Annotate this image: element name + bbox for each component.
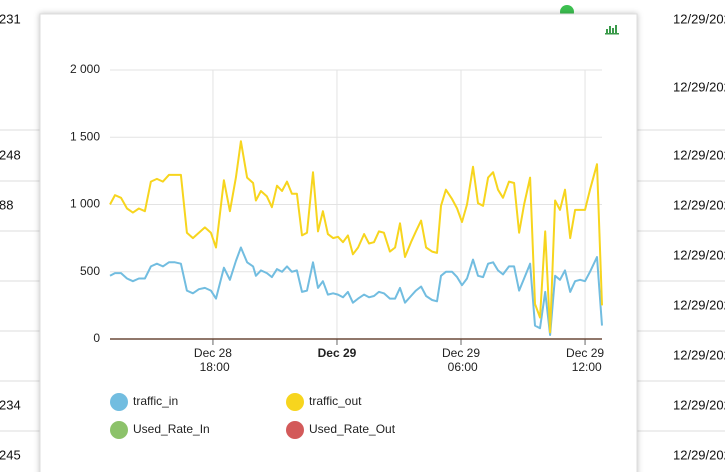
- legend-swatch: [286, 421, 304, 439]
- table-cell: 12/29/202: [673, 397, 725, 412]
- y-tick-label: 500: [80, 264, 100, 278]
- table-cell: 245: [0, 447, 21, 462]
- table-cell: 12/29/202: [673, 11, 725, 26]
- legend-label: traffic_in: [133, 394, 178, 408]
- table-cell: 12/29/202: [673, 197, 725, 212]
- table-cell: 12/29/202: [673, 297, 725, 312]
- y-tick-label: 2 000: [70, 62, 100, 76]
- x-tick-label: Dec 29 12:00: [566, 346, 604, 374]
- y-tick-label: 1 500: [70, 129, 100, 143]
- series-line: [109, 140, 603, 334]
- table-cell: 12/29/202: [673, 147, 725, 162]
- table-cell: 12/29/202: [673, 347, 725, 362]
- series-line: [109, 246, 603, 336]
- table-cell: 234: [0, 397, 21, 412]
- table-cell: 12/29/202: [673, 247, 725, 262]
- chart-menu-icon[interactable]: [605, 25, 619, 35]
- table-cell: 12/29/202: [673, 447, 725, 462]
- chart: 0 500 1 000 1 500 2 000 Dec 28 18:00 Dec 29 Dec…: [70, 62, 604, 439]
- legend-label: traffic_out: [309, 394, 362, 408]
- x-tick-label: Dec 29 06:00: [442, 346, 480, 374]
- table-cell: 248: [0, 147, 21, 162]
- x-tick-label: Dec 28 18:00: [194, 346, 232, 374]
- y-tick-label: 0: [93, 331, 100, 345]
- x-tick-label: Dec 29: [318, 346, 357, 360]
- legend-label: Used_Rate_Out: [309, 422, 396, 436]
- legend-swatch: [110, 393, 128, 411]
- legend-label: Used_Rate_In: [133, 422, 210, 436]
- chart-popup: [39, 13, 638, 472]
- table-cell: 88: [0, 197, 13, 212]
- table-cell: 231: [0, 11, 21, 26]
- legend-swatch: [110, 421, 128, 439]
- legend-swatch: [286, 393, 304, 411]
- y-tick-label: 1 000: [70, 197, 100, 211]
- table-cell: 12/29/202: [673, 79, 725, 94]
